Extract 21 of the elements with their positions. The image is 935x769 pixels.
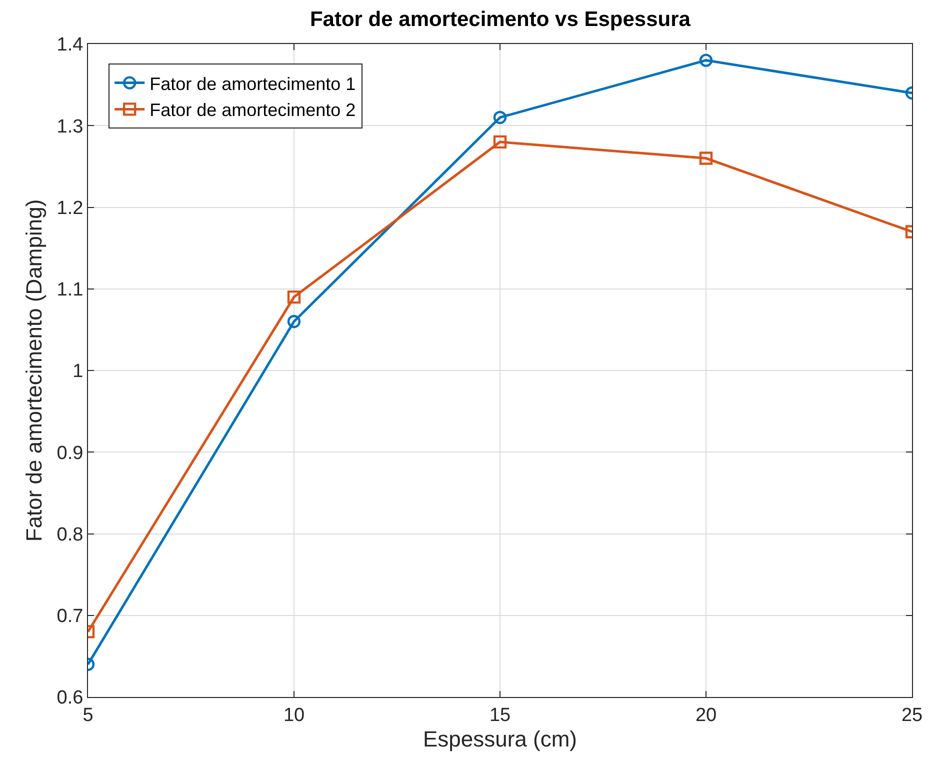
x-tick-label: 15: [489, 704, 511, 726]
y-tick-label: 1: [72, 361, 84, 382]
x-tick-label: 10: [283, 704, 305, 726]
y-axis-title: Fator de amortecimento (Damping): [22, 199, 47, 542]
y-tick-label: 1.1: [56, 280, 84, 301]
point: [493, 110, 507, 124]
y-tick-label: 1.4: [56, 34, 84, 56]
chart-title: Fator de amortecimento vs Espessura: [310, 8, 691, 32]
legend-label: Fator de amortecimento 1: [150, 74, 356, 94]
legend-label: Fator de amortecimento 2: [150, 100, 356, 120]
y-tick-label: 0.9: [56, 442, 84, 464]
point: [493, 135, 507, 149]
x-axis-title: Espessura (cm): [422, 726, 578, 752]
x-tick-label: 20: [695, 704, 717, 726]
y-tick-label: 0.8: [56, 524, 84, 546]
y-tick-label: 1.3: [56, 116, 84, 138]
x-tick-label: 25: [901, 704, 923, 726]
y-tick-label: 1.2: [56, 198, 84, 219]
y-tick-label: 0.6: [56, 688, 84, 709]
x-tick-label: 5: [82, 704, 94, 726]
y-tick-label: 0.7: [56, 606, 84, 628]
